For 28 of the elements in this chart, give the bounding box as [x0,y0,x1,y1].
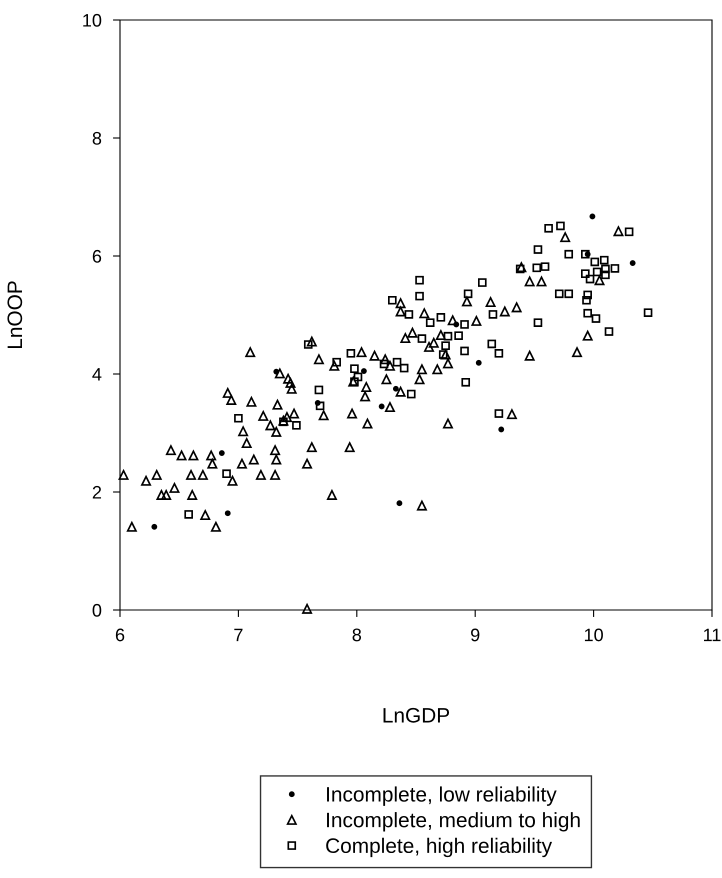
x-tick-label: 8 [352,628,362,642]
legend-label: Complete, high reliability [326,838,552,858]
y-tick-label: 6 [92,250,102,263]
point [378,404,385,410]
y-tick-label: 4 [92,368,102,381]
point [224,510,231,516]
x-tick-label: 7 [234,628,243,642]
x-tick-label: 6 [116,628,124,642]
point [218,450,225,456]
y-tick-label: 2 [92,486,102,499]
legend-label: Incomplete, medium to high [327,812,580,832]
point [151,524,158,530]
x-axis-title: LnGDP [384,708,450,723]
y-tick-label: 0 [92,604,102,617]
point [590,214,596,220]
point [392,386,399,392]
y-tick-label: 8 [92,132,102,145]
x-tick-label: 10 [584,628,603,642]
x-tick-label: 11 [704,628,720,642]
point [498,426,504,432]
point [630,260,636,266]
point [360,368,367,374]
point [396,500,402,506]
legend-label: Incomplete, low reliability [327,786,557,806]
point [476,360,482,366]
x-tick-label: 9 [471,628,480,642]
y-tick-label: 10 [83,14,102,27]
y-axis-title: LnOOP [7,281,22,348]
